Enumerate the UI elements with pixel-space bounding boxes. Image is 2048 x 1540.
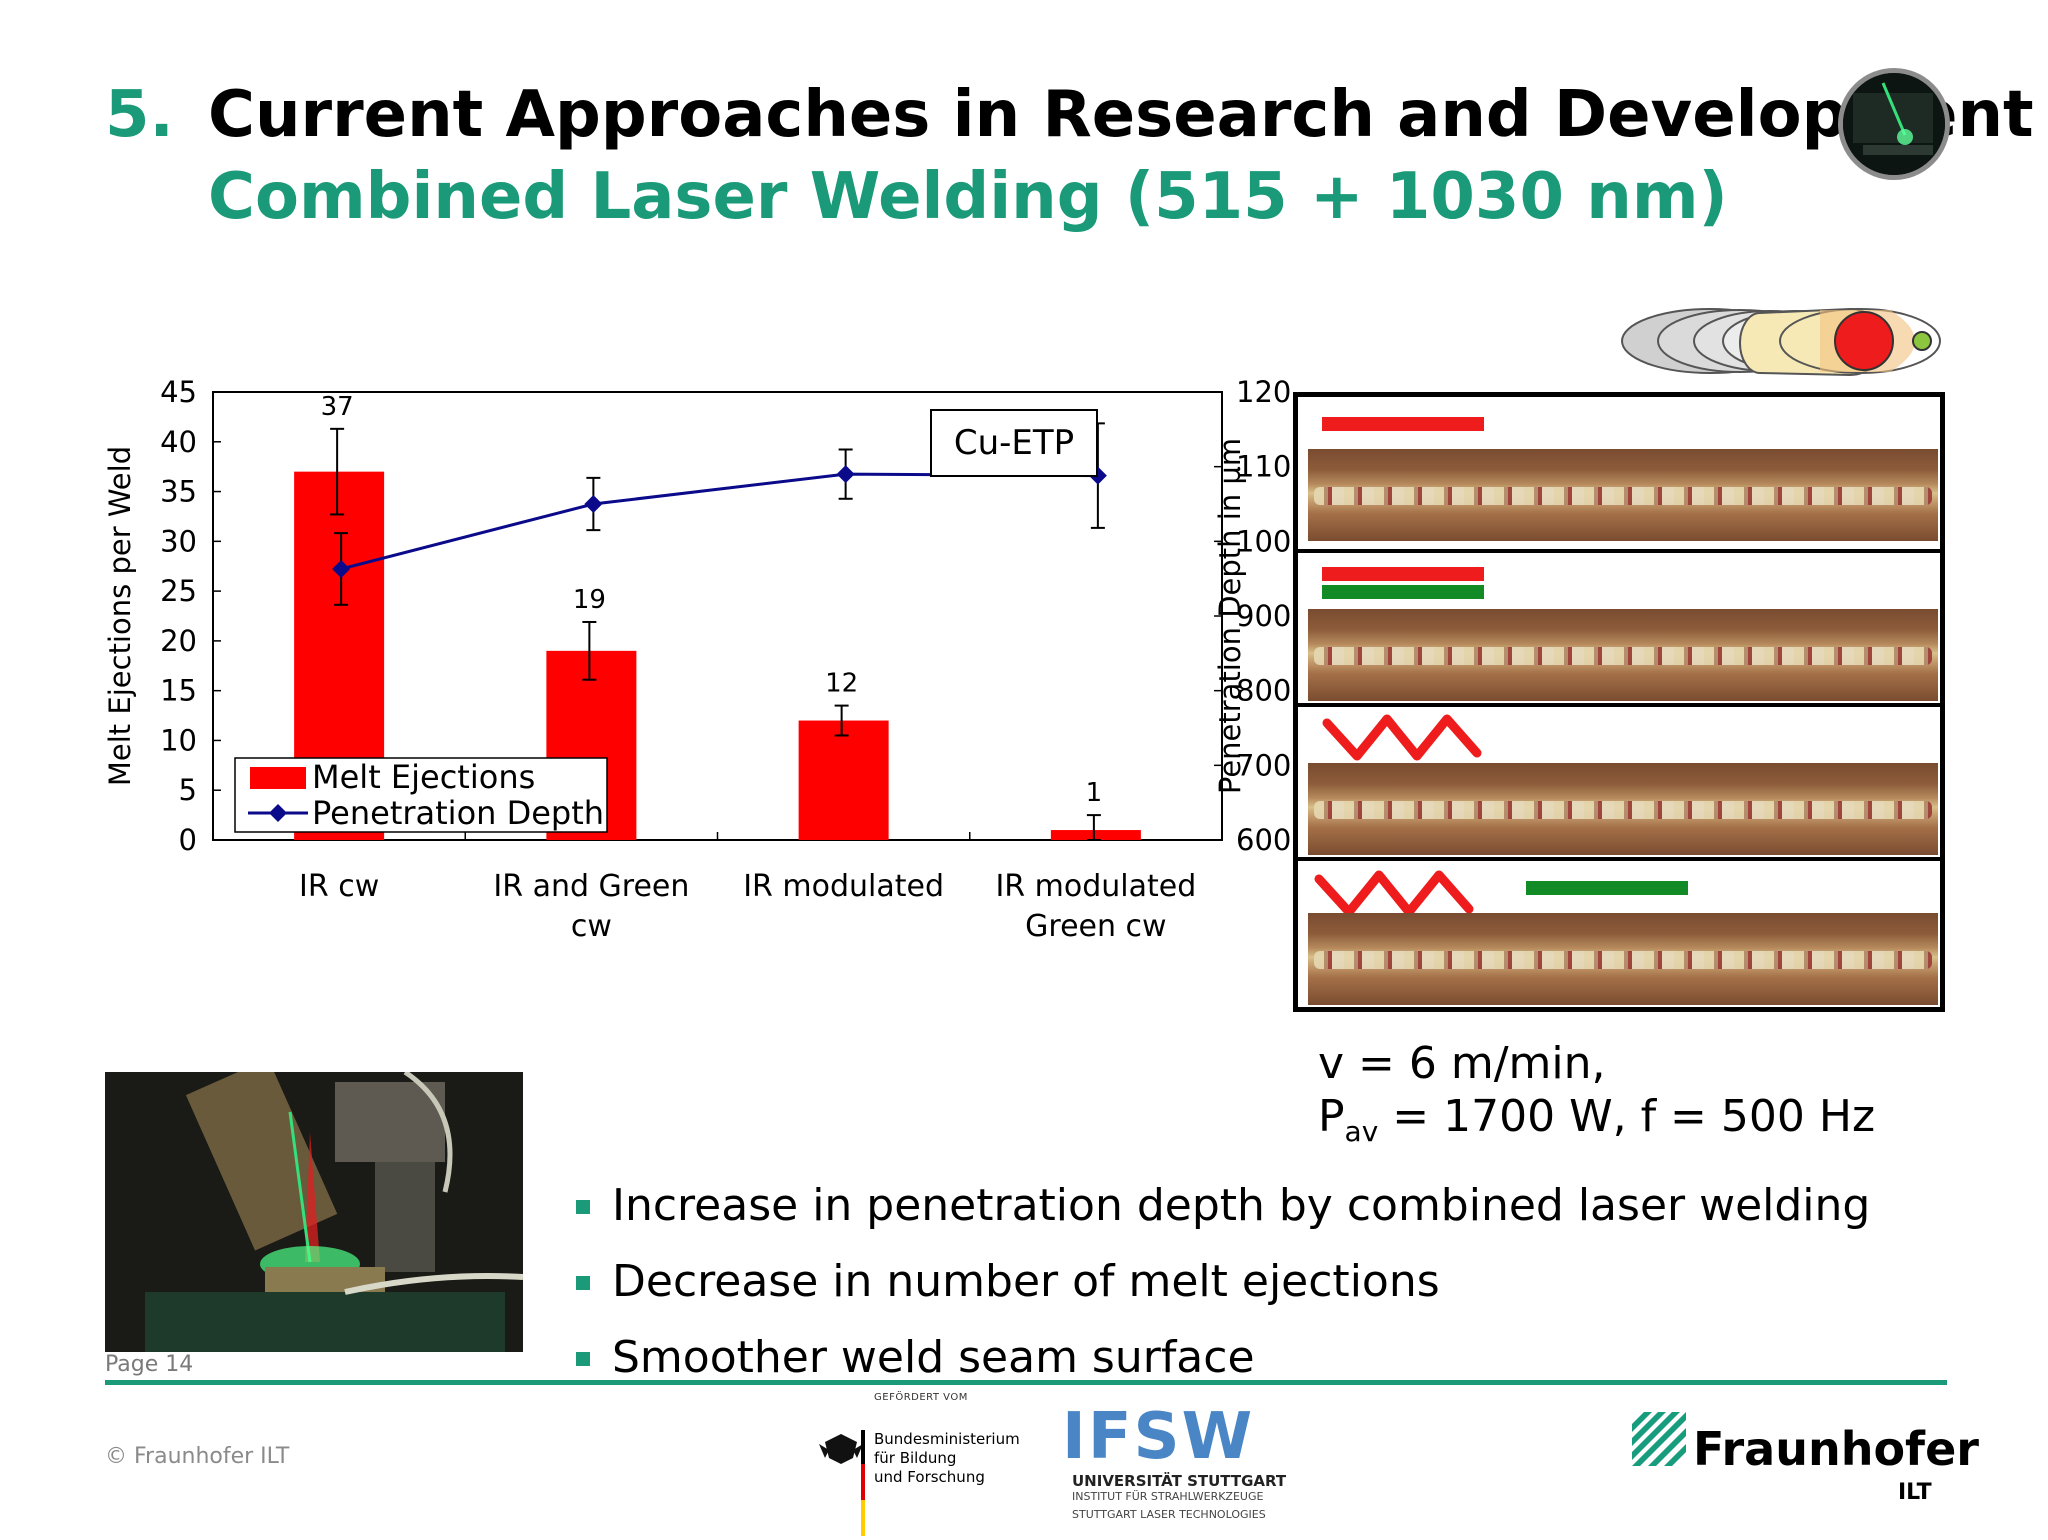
page-number: Page 14	[105, 1352, 194, 1377]
section-number: 5.	[105, 78, 174, 152]
ifsw-university: UNIVERSITÄT STUTTGART	[1072, 1472, 1287, 1490]
y-axis-label: Melt Ejections per Weld	[103, 446, 137, 786]
x-category-label: IR and Green	[493, 869, 689, 904]
y-tick-label: 25	[160, 574, 197, 608]
melt-ejections-penetration-chart: 0 5 10 15 20 25 30 35 40 45 600 700 800 900 1000 1100 1…	[103, 375, 1290, 944]
y2-tick-label: 1200	[1236, 375, 1290, 409]
y-tick-label: 10	[160, 723, 197, 757]
x-category-label: Green cw	[1025, 909, 1166, 944]
copyright: © Fraunhofer ILT	[105, 1444, 290, 1469]
ifsw-tagline: STUTTGART LASER TECHNOLOGIES	[1072, 1508, 1266, 1521]
legend: Melt Ejections Penetration Depth	[234, 757, 608, 833]
fraunhofer-wordmark: Fraunhofer	[1693, 1422, 1979, 1476]
laser-thumbnail-image	[1838, 68, 1950, 180]
penetration-depth-point	[836, 465, 855, 484]
y2-tick-label: 1100	[1236, 450, 1290, 484]
ir-modulated-wave-icon	[1322, 714, 1482, 761]
bmbf-logo	[815, 1430, 867, 1540]
y-tick-label: 0	[179, 823, 197, 857]
weld-row-ir-cw	[1298, 397, 1940, 553]
y-tick-label: 35	[160, 475, 197, 509]
laser-setup-photo	[105, 1072, 523, 1352]
weld-seam-image	[1308, 763, 1938, 855]
bar	[1050, 830, 1141, 840]
y-tick-label: 5	[179, 773, 197, 807]
y2-tick-label: 700	[1236, 748, 1290, 782]
weld-row-ir-green-cw	[1298, 553, 1940, 707]
bar-data-label: 1	[1086, 778, 1103, 808]
weld-seam-panel	[1293, 392, 1945, 1012]
penetration-depth-point	[584, 495, 603, 513]
x-category-label: IR modulated	[743, 869, 944, 904]
y2-tick-label: 1000	[1236, 524, 1290, 558]
y2-tick-label: 800	[1236, 674, 1290, 708]
ir-cw-indicator	[1322, 567, 1484, 581]
bar	[798, 720, 889, 840]
ifsw-institute: INSTITUT FÜR STRAHLWERKZEUGE	[1072, 1490, 1264, 1503]
x-category-label: IR cw	[299, 869, 379, 904]
beam-spot-diagram	[1620, 305, 1950, 381]
y-tick-label: 45	[160, 375, 197, 409]
bar-data-label: 12	[825, 669, 858, 699]
ifsw-logo: IFSW	[1062, 1400, 1255, 1474]
annotation-box	[930, 409, 1098, 477]
green-cw-indicator	[1322, 585, 1484, 599]
process-parameters: v = 6 m/min, Pav = 1700 W, f = 500 Hz	[1318, 1038, 1875, 1148]
fraunhofer-logo-icon	[1632, 1412, 1686, 1470]
weld-seam-image	[1308, 609, 1938, 701]
legend-penetration-depth: Penetration Depth	[312, 794, 604, 832]
y2-tick-label: 600	[1236, 823, 1290, 857]
page-subtitle: Combined Laser Welding (515 + 1030 nm)	[208, 160, 1728, 234]
weld-seam-image	[1308, 449, 1938, 541]
weld-row-ir-modulated	[1298, 707, 1940, 861]
y-tick-label: 30	[160, 524, 197, 558]
ir-modulated-wave-icon	[1314, 870, 1474, 917]
weld-row-ir-modulated-green-cw	[1298, 861, 1940, 1011]
ilt-wordmark: ILT	[1898, 1480, 1932, 1505]
weld-seam-image	[1308, 913, 1938, 1005]
y-tick-label: 15	[160, 674, 197, 708]
ir-cw-indicator	[1322, 417, 1484, 431]
penetration-depth-line	[340, 472, 1098, 571]
legend-melt-ejections: Melt Ejections	[312, 758, 535, 796]
y2-tick-label: 900	[1236, 599, 1290, 633]
annotation-cu-etp: Cu-ETP	[954, 423, 1074, 463]
green-cw-indicator	[1526, 881, 1688, 895]
bmbf-name: Bundesministerium für Bildung und Forsch…	[874, 1430, 1020, 1486]
bar-data-label: 19	[573, 585, 606, 615]
power-frequency-param: Pav = 1700 W, f = 500 Hz	[1318, 1091, 1876, 1148]
x-category-label: IR modulated	[995, 869, 1196, 904]
speed-param: v = 6 m/min,	[1318, 1038, 1606, 1089]
legend-diamond-marker	[269, 804, 287, 822]
x-category-label: cw	[571, 909, 612, 944]
funded-by-label: GEFÖRDERT VOM	[874, 1392, 968, 1403]
y2-axis-label: Penetration Depth in µm	[1213, 438, 1247, 794]
bar-data-label: 37	[321, 392, 354, 422]
penetration-depth-point	[332, 559, 351, 578]
y-tick-label: 20	[160, 624, 197, 658]
page-title: Current Approaches in Research and Devel…	[208, 78, 2034, 152]
legend-bar-swatch	[250, 767, 306, 789]
footer-divider	[105, 1380, 1947, 1385]
y-tick-label: 40	[160, 425, 197, 459]
